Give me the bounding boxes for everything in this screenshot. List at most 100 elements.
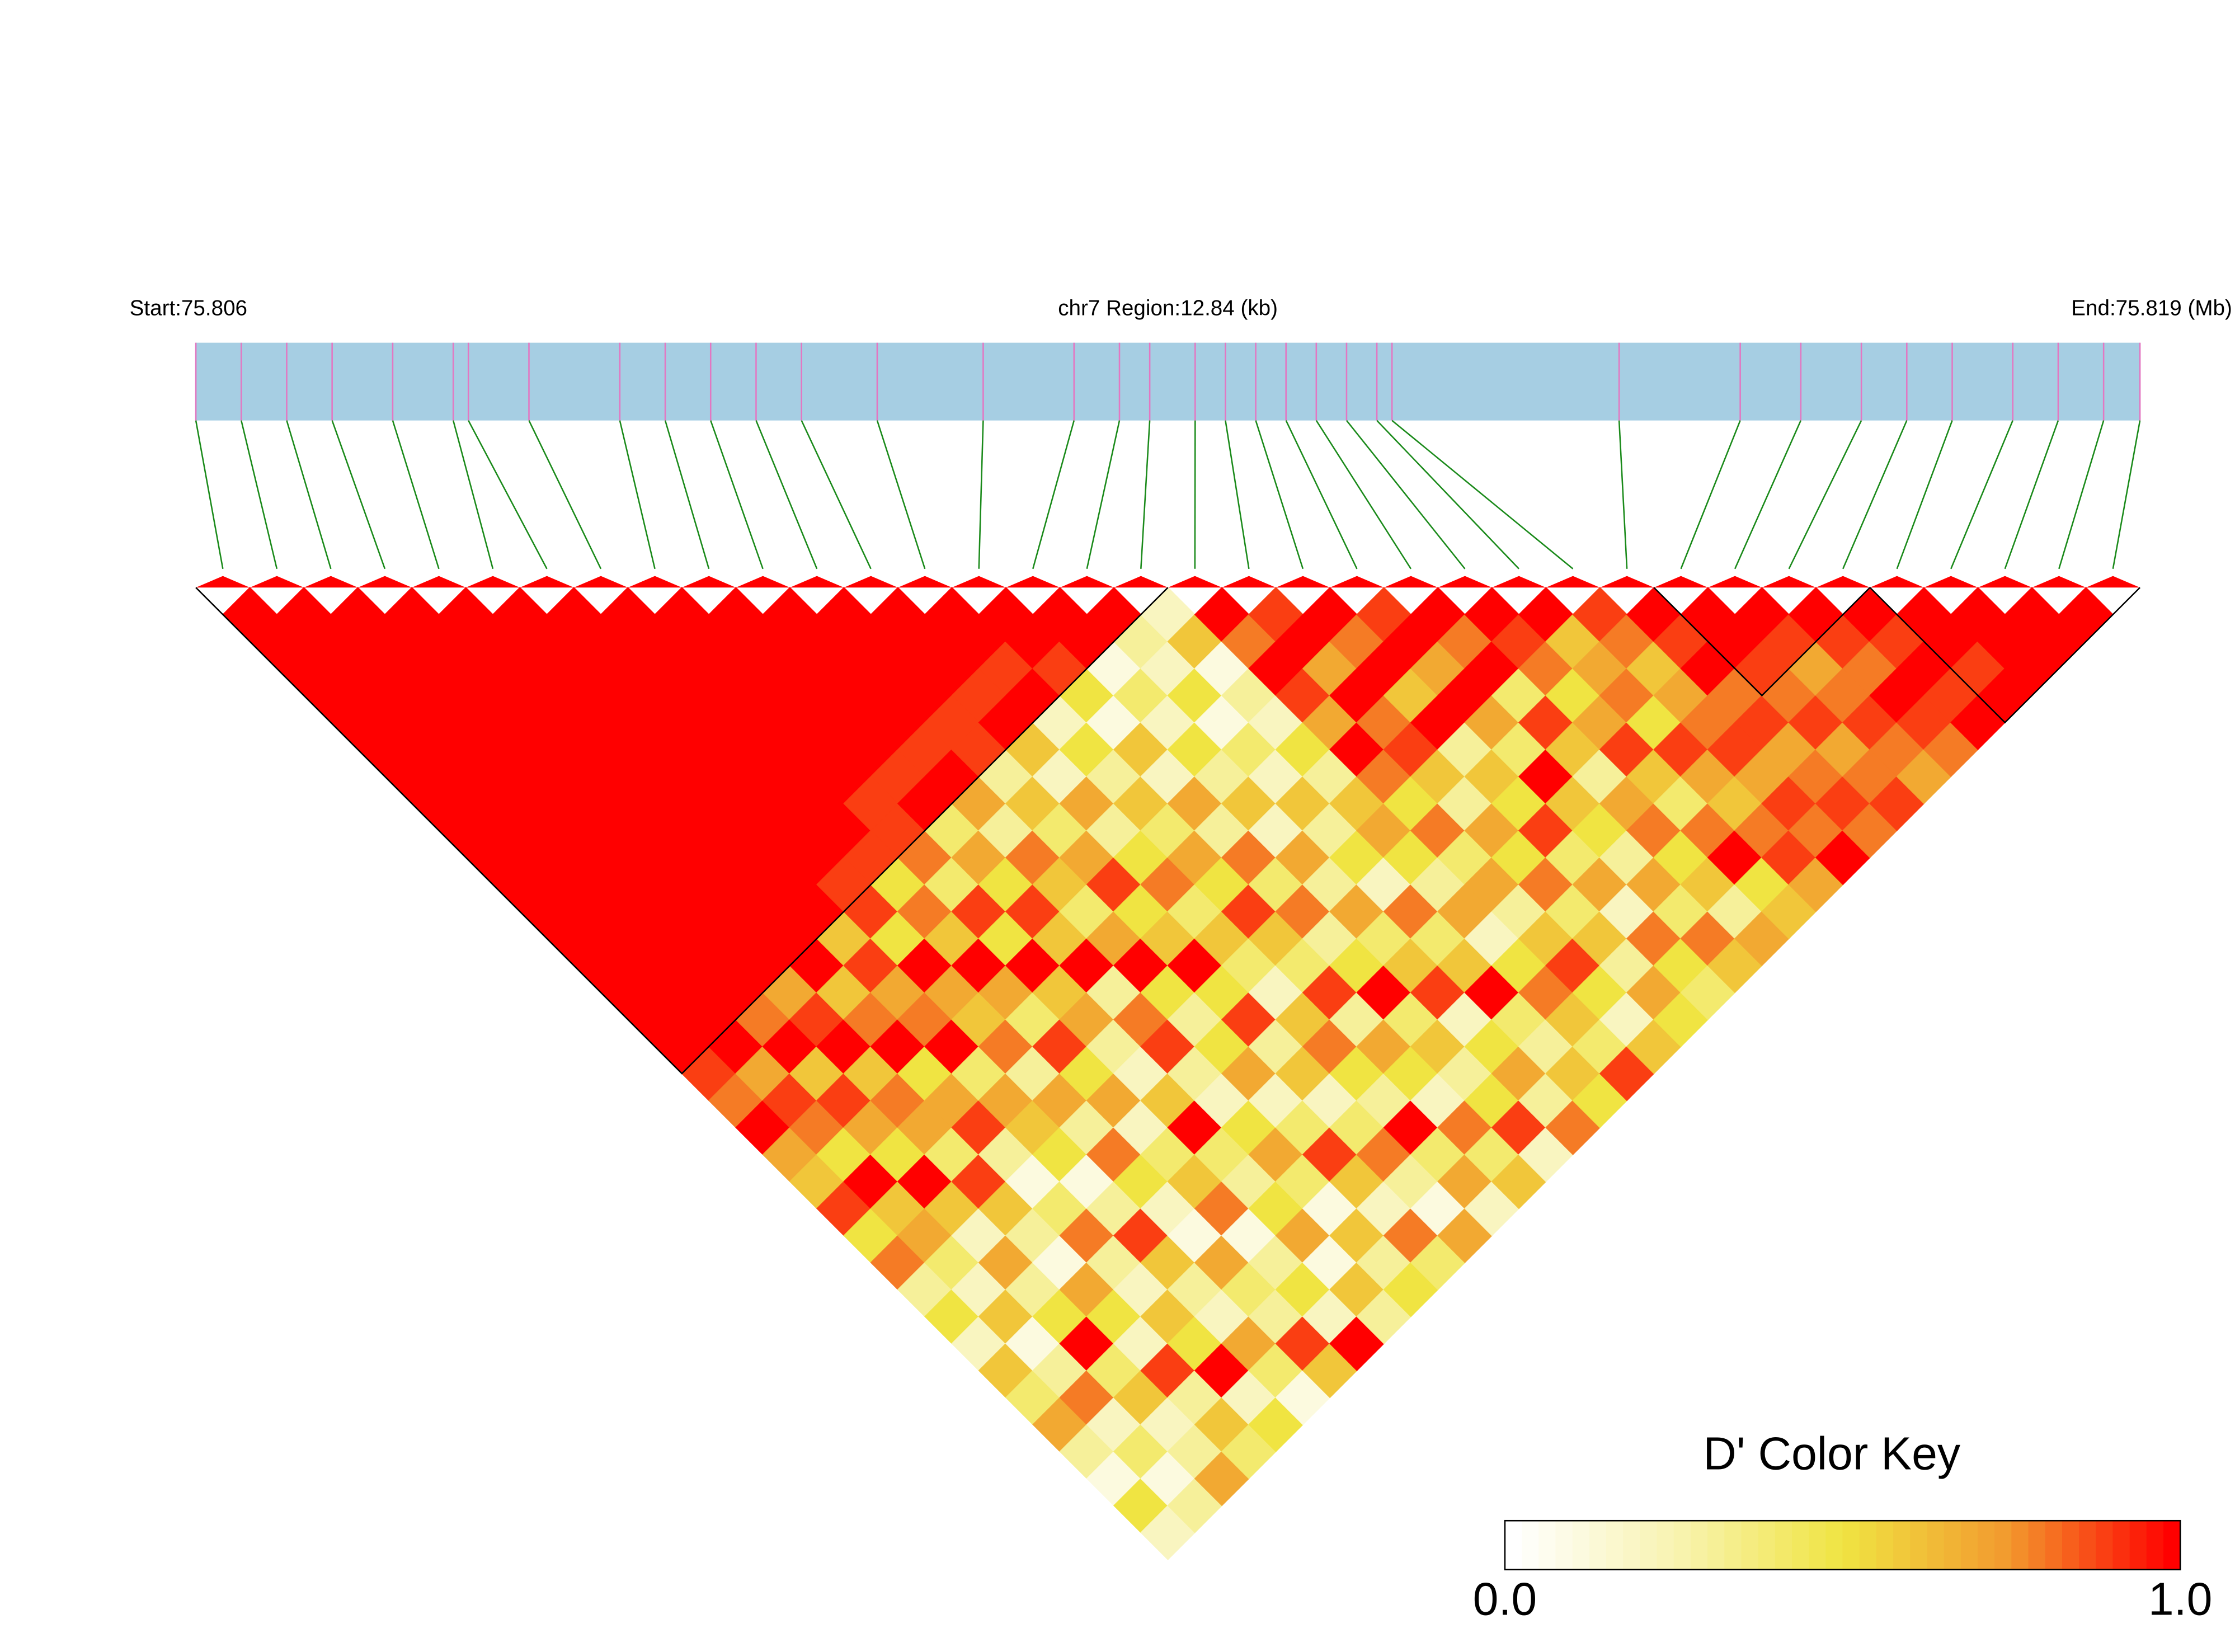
snp-connector: [801, 420, 872, 570]
key-swatch: [2096, 1521, 2114, 1570]
key-swatch: [2062, 1521, 2080, 1570]
snp-connector: [1345, 420, 1466, 570]
snp-connector: [1618, 420, 1628, 569]
diagonal-cap: [1546, 576, 1600, 588]
key-swatch: [2079, 1521, 2097, 1570]
key-tick-label: 1.0: [2148, 1574, 2213, 1625]
key-swatch: [1724, 1521, 1742, 1570]
snp-connector: [1896, 420, 1953, 570]
diagonal-cap: [2086, 576, 2140, 588]
diagonal-cap: [1599, 576, 1654, 588]
key-swatch: [1555, 1521, 1573, 1570]
snp-connector: [1734, 420, 1802, 570]
ld-block: [1869, 587, 2141, 724]
key-swatch: [1673, 1521, 1692, 1570]
diagonal-cap: [789, 576, 844, 588]
ld-block: [195, 587, 1169, 1075]
key-swatch: [1825, 1521, 1843, 1570]
diagonal-cap: [1923, 576, 1978, 588]
diagonal-cap: [844, 576, 898, 588]
key-swatch: [1657, 1521, 1675, 1570]
diagonal-cap: [952, 576, 1006, 588]
diagonal-cap: [1438, 576, 1492, 588]
snp-connector: [1680, 420, 1741, 570]
key-swatch: [1623, 1521, 1641, 1570]
key-swatch: [1522, 1521, 1540, 1570]
diagonal-cap: [628, 576, 682, 588]
snp-connector: [331, 420, 386, 570]
diagonal-cap: [1491, 576, 1546, 588]
key-swatch: [1910, 1521, 1928, 1570]
start-label: Start:75.806: [130, 296, 247, 321]
diagonal-cap: [1222, 576, 1276, 588]
key-swatch: [1572, 1521, 1591, 1570]
key-swatch: [1876, 1521, 1894, 1570]
diagonal-cap: [1060, 576, 1114, 588]
snp-connector: [241, 420, 278, 570]
snp-connector: [1315, 420, 1412, 570]
snp-connector: [1391, 420, 1574, 570]
key-swatch: [1927, 1521, 1945, 1570]
key-swatch: [1775, 1521, 1793, 1570]
key-swatch: [1758, 1521, 1776, 1570]
key-swatch: [2163, 1521, 2181, 1570]
snp-connector: [710, 420, 764, 570]
key-swatch: [1944, 1521, 1962, 1570]
key-swatch: [2011, 1521, 2029, 1570]
key-swatch: [1960, 1521, 1979, 1570]
diagonal-cap: [304, 576, 358, 588]
snp-connector: [392, 420, 440, 570]
diagonal-cap: [1707, 576, 1762, 588]
diagonal-cap: [250, 576, 304, 588]
key-swatch: [2112, 1521, 2130, 1570]
key-swatch: [1640, 1521, 1658, 1570]
key-swatch: [1690, 1521, 1709, 1570]
key-swatch: [1606, 1521, 1624, 1570]
key-swatch: [1589, 1521, 1607, 1570]
diagonal-cap: [520, 576, 574, 588]
diagonal-cap: [1870, 576, 1924, 588]
key-swatch: [2146, 1521, 2165, 1570]
key-tick-label: 0.0: [1473, 1574, 1537, 1625]
snp-connector: [528, 420, 602, 570]
snp-connector: [1285, 420, 1358, 570]
key-swatch: [1809, 1521, 1827, 1570]
snp-connector: [619, 420, 656, 570]
snp-connector: [2058, 420, 2105, 570]
diagonal-cap: [1815, 576, 1870, 588]
diagonal-cap: [736, 576, 790, 588]
snp-connector: [978, 420, 984, 569]
snp-connector: [195, 420, 224, 569]
diagonal-cap: [1330, 576, 1384, 588]
snp-connector: [1376, 420, 1519, 570]
snp-connector: [1950, 420, 2013, 570]
diagonal-cap: [1654, 576, 1708, 588]
key-swatch: [1994, 1521, 2012, 1570]
diagonal-cap: [1384, 576, 1438, 588]
snp-connector: [1032, 420, 1075, 570]
ld-block: [1653, 587, 1871, 697]
diagonal-cap: [1276, 576, 1330, 588]
key-swatch: [1978, 1521, 1996, 1570]
snp-connector: [755, 420, 818, 570]
diagonal-cap: [1006, 576, 1060, 588]
diagonal-cap: [412, 576, 466, 588]
key-swatch: [1859, 1521, 1878, 1570]
diagonal-cap: [573, 576, 628, 588]
diagonal-cap: [196, 576, 250, 588]
key-swatch: [1504, 1521, 1523, 1570]
snp-connector: [2112, 420, 2141, 569]
key-swatch: [1792, 1521, 1810, 1570]
key-frame: [1504, 1519, 2181, 1571]
key-swatch: [2045, 1521, 2063, 1570]
snp-connector: [452, 420, 494, 570]
diagonal-cap: [357, 576, 412, 588]
diagonal-cap: [897, 576, 952, 588]
diagonal-cap: [1168, 576, 1222, 588]
snp-connector: [664, 420, 710, 570]
key-swatch: [2028, 1521, 2046, 1570]
key-swatch: [1741, 1521, 1759, 1570]
snp-connector: [876, 420, 926, 570]
